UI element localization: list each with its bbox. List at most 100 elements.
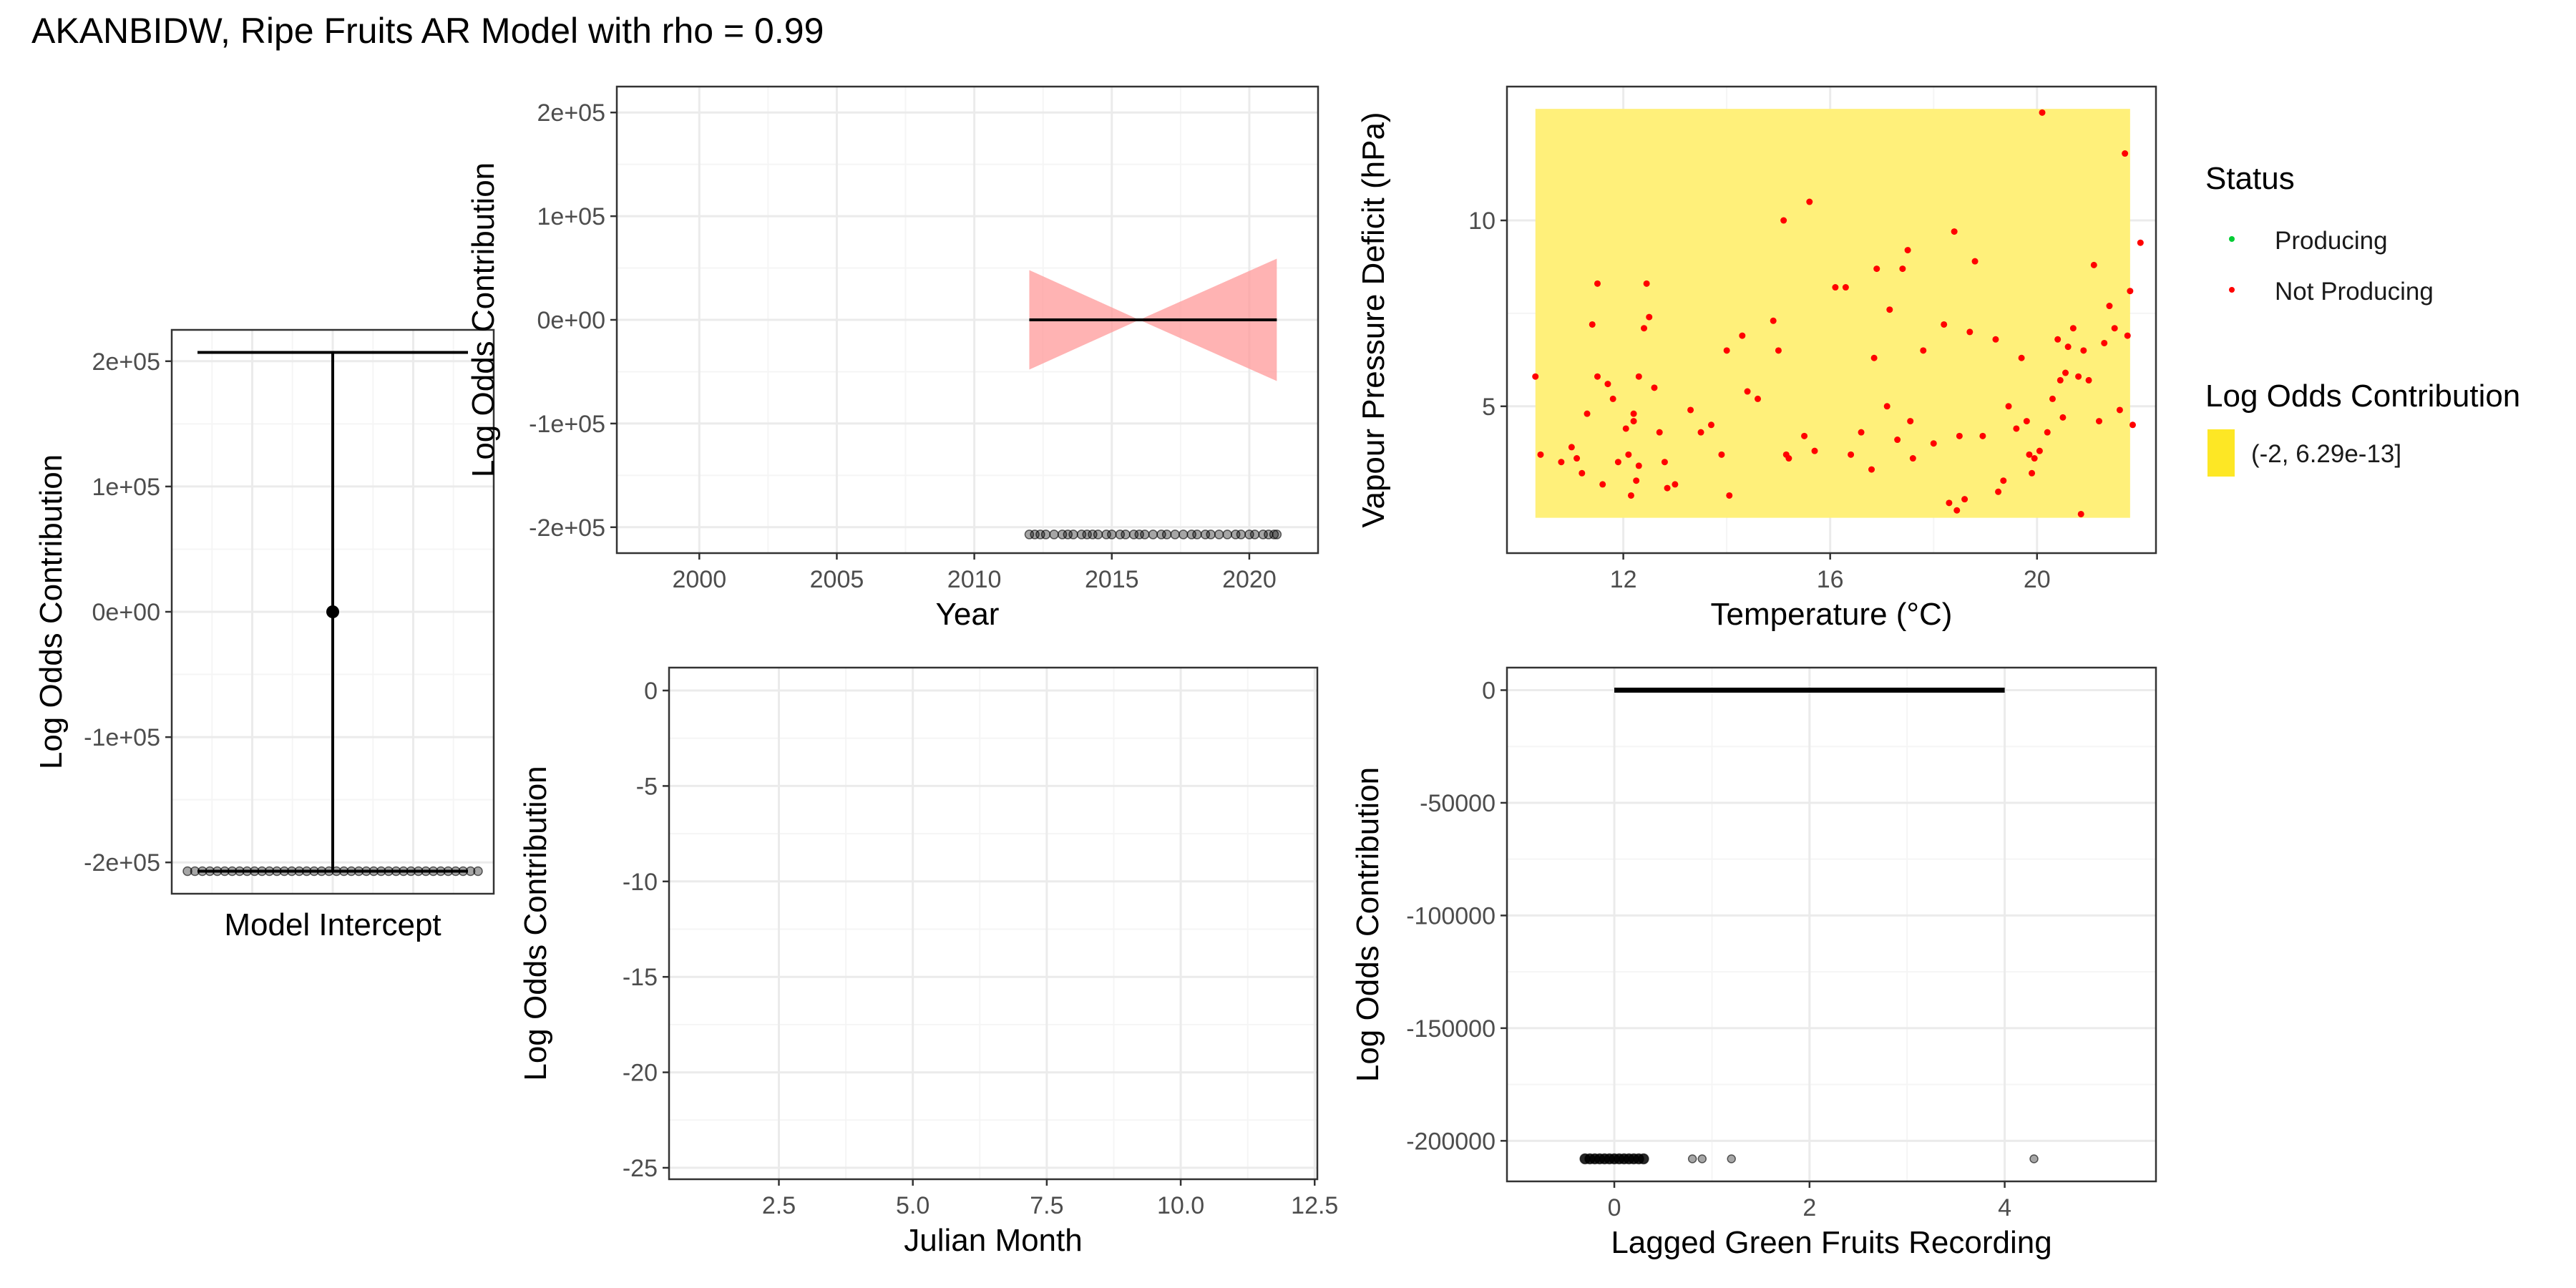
year-x-tick-label: 2005: [810, 566, 864, 593]
lagged-y-tick-label: -50000: [1420, 790, 1496, 817]
vpd-observation-point: [1594, 373, 1601, 380]
vpd-observation-point: [1811, 447, 1818, 454]
intercept-rug-point: [182, 866, 192, 877]
vpd-observation-point: [2090, 261, 2097, 268]
year-rug-point: [1140, 530, 1150, 540]
legend-status-label-producing: Producing: [2275, 227, 2388, 255]
vpd-observation-point: [2039, 109, 2046, 116]
vpd-y-tick-label: 10: [1468, 208, 1496, 235]
vpd-observation-point: [1641, 325, 1648, 332]
panel-year: -2e+05 -1e+05 0e+00 1e+05 2e+05 2000 2005 2010 2…: [466, 85, 1319, 632]
vpd-observation-point: [1635, 462, 1642, 469]
lagged-x-axis-title: Lagged Green Fruits Recording: [1611, 1225, 2051, 1260]
year-rug-point: [1068, 530, 1078, 540]
vpd-observation-point: [1848, 451, 1855, 458]
vpd-observation-point: [1574, 455, 1581, 462]
vpd-observation-point: [1707, 421, 1714, 429]
vpd-x-tick-label: 16: [1817, 566, 1844, 593]
legend-status-title: Status: [2205, 161, 2295, 196]
vpd-observation-point: [1930, 440, 1937, 447]
vpd-observation-point: [1622, 425, 1629, 432]
vpd-observation-point: [1870, 354, 1878, 361]
year-y-tick-label: 1e+05: [537, 203, 606, 230]
vpd-observation-point: [2023, 418, 2030, 425]
vpd-observation-point: [2000, 477, 2007, 484]
vpd-y-axis-title: Vapour Pressure Deficit (hPa): [1356, 112, 1391, 527]
vpd-observation-point: [1614, 459, 1621, 466]
vpd-observation-point: [2018, 354, 2025, 361]
vpd-observation-point: [1697, 429, 1704, 436]
vpd-observation-point: [1537, 451, 1544, 458]
vpd-observation-point: [2057, 376, 2064, 384]
lagged-y-tick-label: -100000: [1406, 902, 1496, 930]
vpd-observation-point: [1630, 418, 1637, 425]
month-x-tick-label: 12.5: [1291, 1192, 1338, 1219]
legend-fill-label: (-2, 6.29e-13]: [2251, 440, 2401, 468]
vpd-x-tick-label: 12: [1610, 566, 1637, 593]
vpd-observation-point: [2075, 373, 2082, 380]
lagged-plot-background: [1507, 668, 2156, 1181]
lagged-y-axis-title: Log Odds Contribution: [1350, 767, 1385, 1082]
panel-month: 0 -5 -10 -15 -20 -25 2.5 5.0 7.5 10.0 12.5 Julian M…: [518, 666, 1338, 1258]
vpd-observation-point: [1584, 410, 1591, 417]
vpd-observation-point: [2049, 395, 2056, 402]
vpd-observation-point: [1883, 403, 1890, 410]
year-rug-point: [1093, 530, 1103, 540]
month-x-tick-label: 2.5: [762, 1192, 796, 1219]
year-x-tick-label: 2010: [947, 566, 1002, 593]
vpd-observation-point: [2036, 447, 2043, 454]
vpd-observation-point: [1956, 432, 1963, 439]
year-rug-point: [1107, 530, 1117, 540]
year-rug-point: [1206, 530, 1216, 540]
vpd-observation-point: [1946, 499, 1953, 507]
intercept-x-axis-title: Model Intercept: [224, 907, 441, 942]
year-rug-point: [1214, 530, 1224, 540]
vpd-observation-point: [2069, 325, 2077, 332]
vpd-observation-point: [1868, 466, 1875, 473]
vpd-observation-point: [2127, 288, 2134, 295]
vpd-observation-point: [1656, 429, 1663, 436]
vpd-observation-point: [1755, 395, 1762, 402]
vpd-observation-point: [2029, 469, 2036, 477]
vpd-observation-point: [1604, 381, 1611, 388]
vpd-observation-point: [2096, 418, 2103, 425]
legend-status-key-not-producing: [2229, 287, 2235, 293]
vpd-observation-point: [1801, 432, 1808, 439]
panel-vpd: 5 10 12 16 20 Temperature (°C) Vapour Pressure…: [1356, 85, 2157, 632]
month-y-tick-label: -5: [636, 773, 658, 800]
vpd-panel-border: [1506, 85, 2157, 555]
vpd-observation-point: [2116, 406, 2123, 414]
lagged-rug-point: [1727, 1154, 1736, 1163]
vpd-observation-point: [1687, 406, 1694, 414]
month-panel-border: [668, 666, 1319, 1181]
vpd-observation-point: [1979, 432, 1986, 439]
year-y-tick-label: -2e+05: [529, 514, 605, 542]
intercept-y-tick-label: -1e+05: [84, 724, 160, 751]
lagged-rug-point: [1638, 1153, 1649, 1165]
vpd-observation-point: [2085, 376, 2092, 384]
year-rug-point: [1161, 530, 1172, 540]
year-y-tick-label: 2e+05: [537, 99, 606, 127]
vpd-observation-point: [1630, 410, 1637, 417]
vpd-observation-point: [1775, 347, 1782, 354]
year-y-axis-title: Log Odds Contribution: [466, 162, 501, 477]
year-rug-point: [1170, 530, 1180, 540]
vpd-observation-point: [2122, 150, 2129, 157]
vpd-observation-point: [1726, 492, 1733, 499]
vpd-observation-point: [2101, 339, 2108, 346]
panel-lagged: 0 -50000 -100000 -150000 -200000 0 2 4 Lagged Gr…: [1350, 666, 2157, 1260]
vpd-observation-point: [1672, 481, 1679, 488]
vpd-observation-point: [1953, 507, 1961, 514]
intercept-y-tick-label: -2e+05: [84, 849, 160, 877]
vpd-observation-point: [2062, 369, 2069, 376]
vpd-observation-point: [1909, 455, 1916, 462]
vpd-observation-point: [1627, 492, 1634, 499]
year-x-tick-label: 2015: [1085, 566, 1139, 593]
vpd-observation-point: [1899, 265, 1906, 273]
month-x-tick-label: 7.5: [1030, 1192, 1063, 1219]
legend-status-key-producing: [2229, 236, 2235, 242]
vpd-observation-point: [1961, 496, 1968, 503]
year-rug-point: [1222, 530, 1232, 540]
